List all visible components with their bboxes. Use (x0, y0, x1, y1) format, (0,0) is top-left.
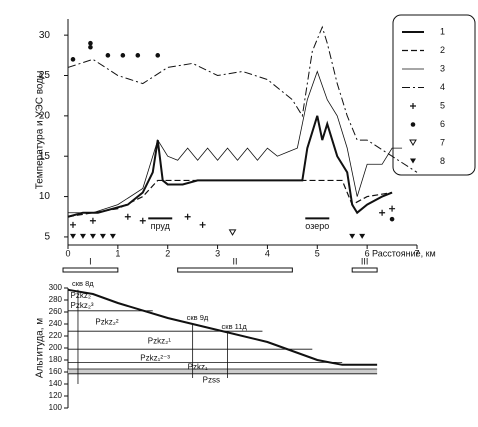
dot-marker (105, 53, 111, 58)
y-axis-label: Альтитуда, м (35, 318, 46, 378)
layer-label: Pzkz₂ (70, 291, 90, 300)
layer-label: Pzkz₂¹ (148, 337, 171, 346)
x-tick-label: 5 (315, 248, 320, 258)
dot-marker (389, 216, 395, 222)
legend-label: 8 (440, 156, 445, 166)
y-tick-label: 30 (39, 30, 51, 41)
annotation: пруд (151, 221, 171, 231)
triangle-marker (409, 139, 417, 146)
plus-marker (184, 213, 191, 220)
series-line (67, 179, 393, 218)
y-tick-label: 25 (39, 70, 51, 81)
triangle-marker (349, 233, 356, 239)
triangle-marker (79, 233, 86, 239)
y-tick-label: 180 (49, 355, 63, 364)
series-line (67, 115, 393, 218)
zone-label: II (233, 256, 238, 266)
triangle-marker (69, 233, 76, 239)
zone-bar (62, 267, 119, 273)
plus-marker (389, 205, 396, 212)
plus-marker (139, 217, 146, 224)
plus-marker (69, 221, 76, 228)
y-tick-label: 120 (49, 391, 63, 400)
triangle-marker (89, 233, 96, 239)
well-label: скв 8д (72, 279, 94, 288)
x-axis-label: Расстояние, км (372, 248, 436, 258)
layer-label: Pzss (203, 376, 220, 385)
dot-marker (70, 57, 76, 62)
legend-label: 2 (440, 45, 445, 55)
plus-marker (199, 221, 206, 228)
y-tick-label: 15 (39, 151, 51, 162)
annotation: озеро (305, 221, 329, 231)
triangle-marker (359, 233, 366, 239)
layer-label: Pzkz₂³ (70, 301, 93, 310)
y-tick-label: 240 (49, 319, 63, 328)
layer-label: Pzkz₁ (188, 362, 208, 371)
legend-box (392, 14, 476, 176)
x-tick-label: 3 (215, 248, 220, 258)
legend-label: 5 (440, 100, 445, 110)
legend-label: 3 (440, 63, 445, 73)
zone-label: I (89, 256, 92, 266)
hatched-layer (68, 369, 378, 374)
zone-bar (177, 267, 293, 273)
triangle-marker (410, 158, 416, 164)
plus-marker (379, 209, 386, 216)
y-tick-label: 5 (44, 232, 50, 243)
layer-label: Pzkz₂² (95, 317, 118, 326)
dot-marker (88, 40, 93, 46)
dot-marker (120, 53, 126, 58)
layer-label: Pzkz₁²⁻³ (140, 353, 170, 362)
y-tick-label: 20 (39, 110, 51, 121)
plus-marker (124, 213, 131, 220)
legend-label: 4 (440, 82, 445, 92)
x-tick-label: 1 (115, 248, 120, 258)
axes (67, 19, 417, 246)
plus-marker (89, 217, 96, 224)
y-tick-label: 280 (49, 295, 63, 304)
x-tick-label: 4 (265, 248, 270, 258)
series-line (68, 70, 403, 214)
well-label: скв 9д (187, 313, 209, 322)
dot-marker (88, 44, 93, 50)
y-tick-label: 100 (49, 403, 63, 412)
y-axis-label: Температура и УЭС воды (35, 71, 46, 190)
y-tick-label: 200 (49, 343, 63, 352)
legend-label: 1 (440, 26, 445, 36)
triangle-marker (228, 229, 237, 236)
y-tick-label: 140 (49, 379, 63, 388)
series-line (67, 25, 418, 173)
y-tick-label: 260 (49, 307, 63, 316)
dot-marker (410, 122, 416, 127)
x-tick-label: 7 (414, 248, 419, 258)
y-tick-label: 160 (49, 367, 63, 376)
zone-bar (351, 267, 378, 273)
dot-marker (135, 53, 141, 58)
x-tick-label: 6 (365, 248, 370, 258)
dot-marker (155, 53, 161, 58)
y-tick-label: 220 (49, 331, 63, 340)
zone-label: III (361, 256, 369, 266)
legend-label: 7 (440, 137, 445, 147)
plus-marker (410, 103, 416, 109)
x-tick-label: 0 (65, 248, 70, 258)
x-tick-label: 2 (165, 248, 170, 258)
triangle-marker (99, 233, 106, 239)
well-label: скв 11д (222, 322, 248, 331)
y-tick-label: 10 (39, 191, 51, 202)
triangle-marker (109, 233, 116, 239)
legend-label: 6 (440, 119, 445, 129)
y-tick-label: 300 (49, 283, 63, 292)
